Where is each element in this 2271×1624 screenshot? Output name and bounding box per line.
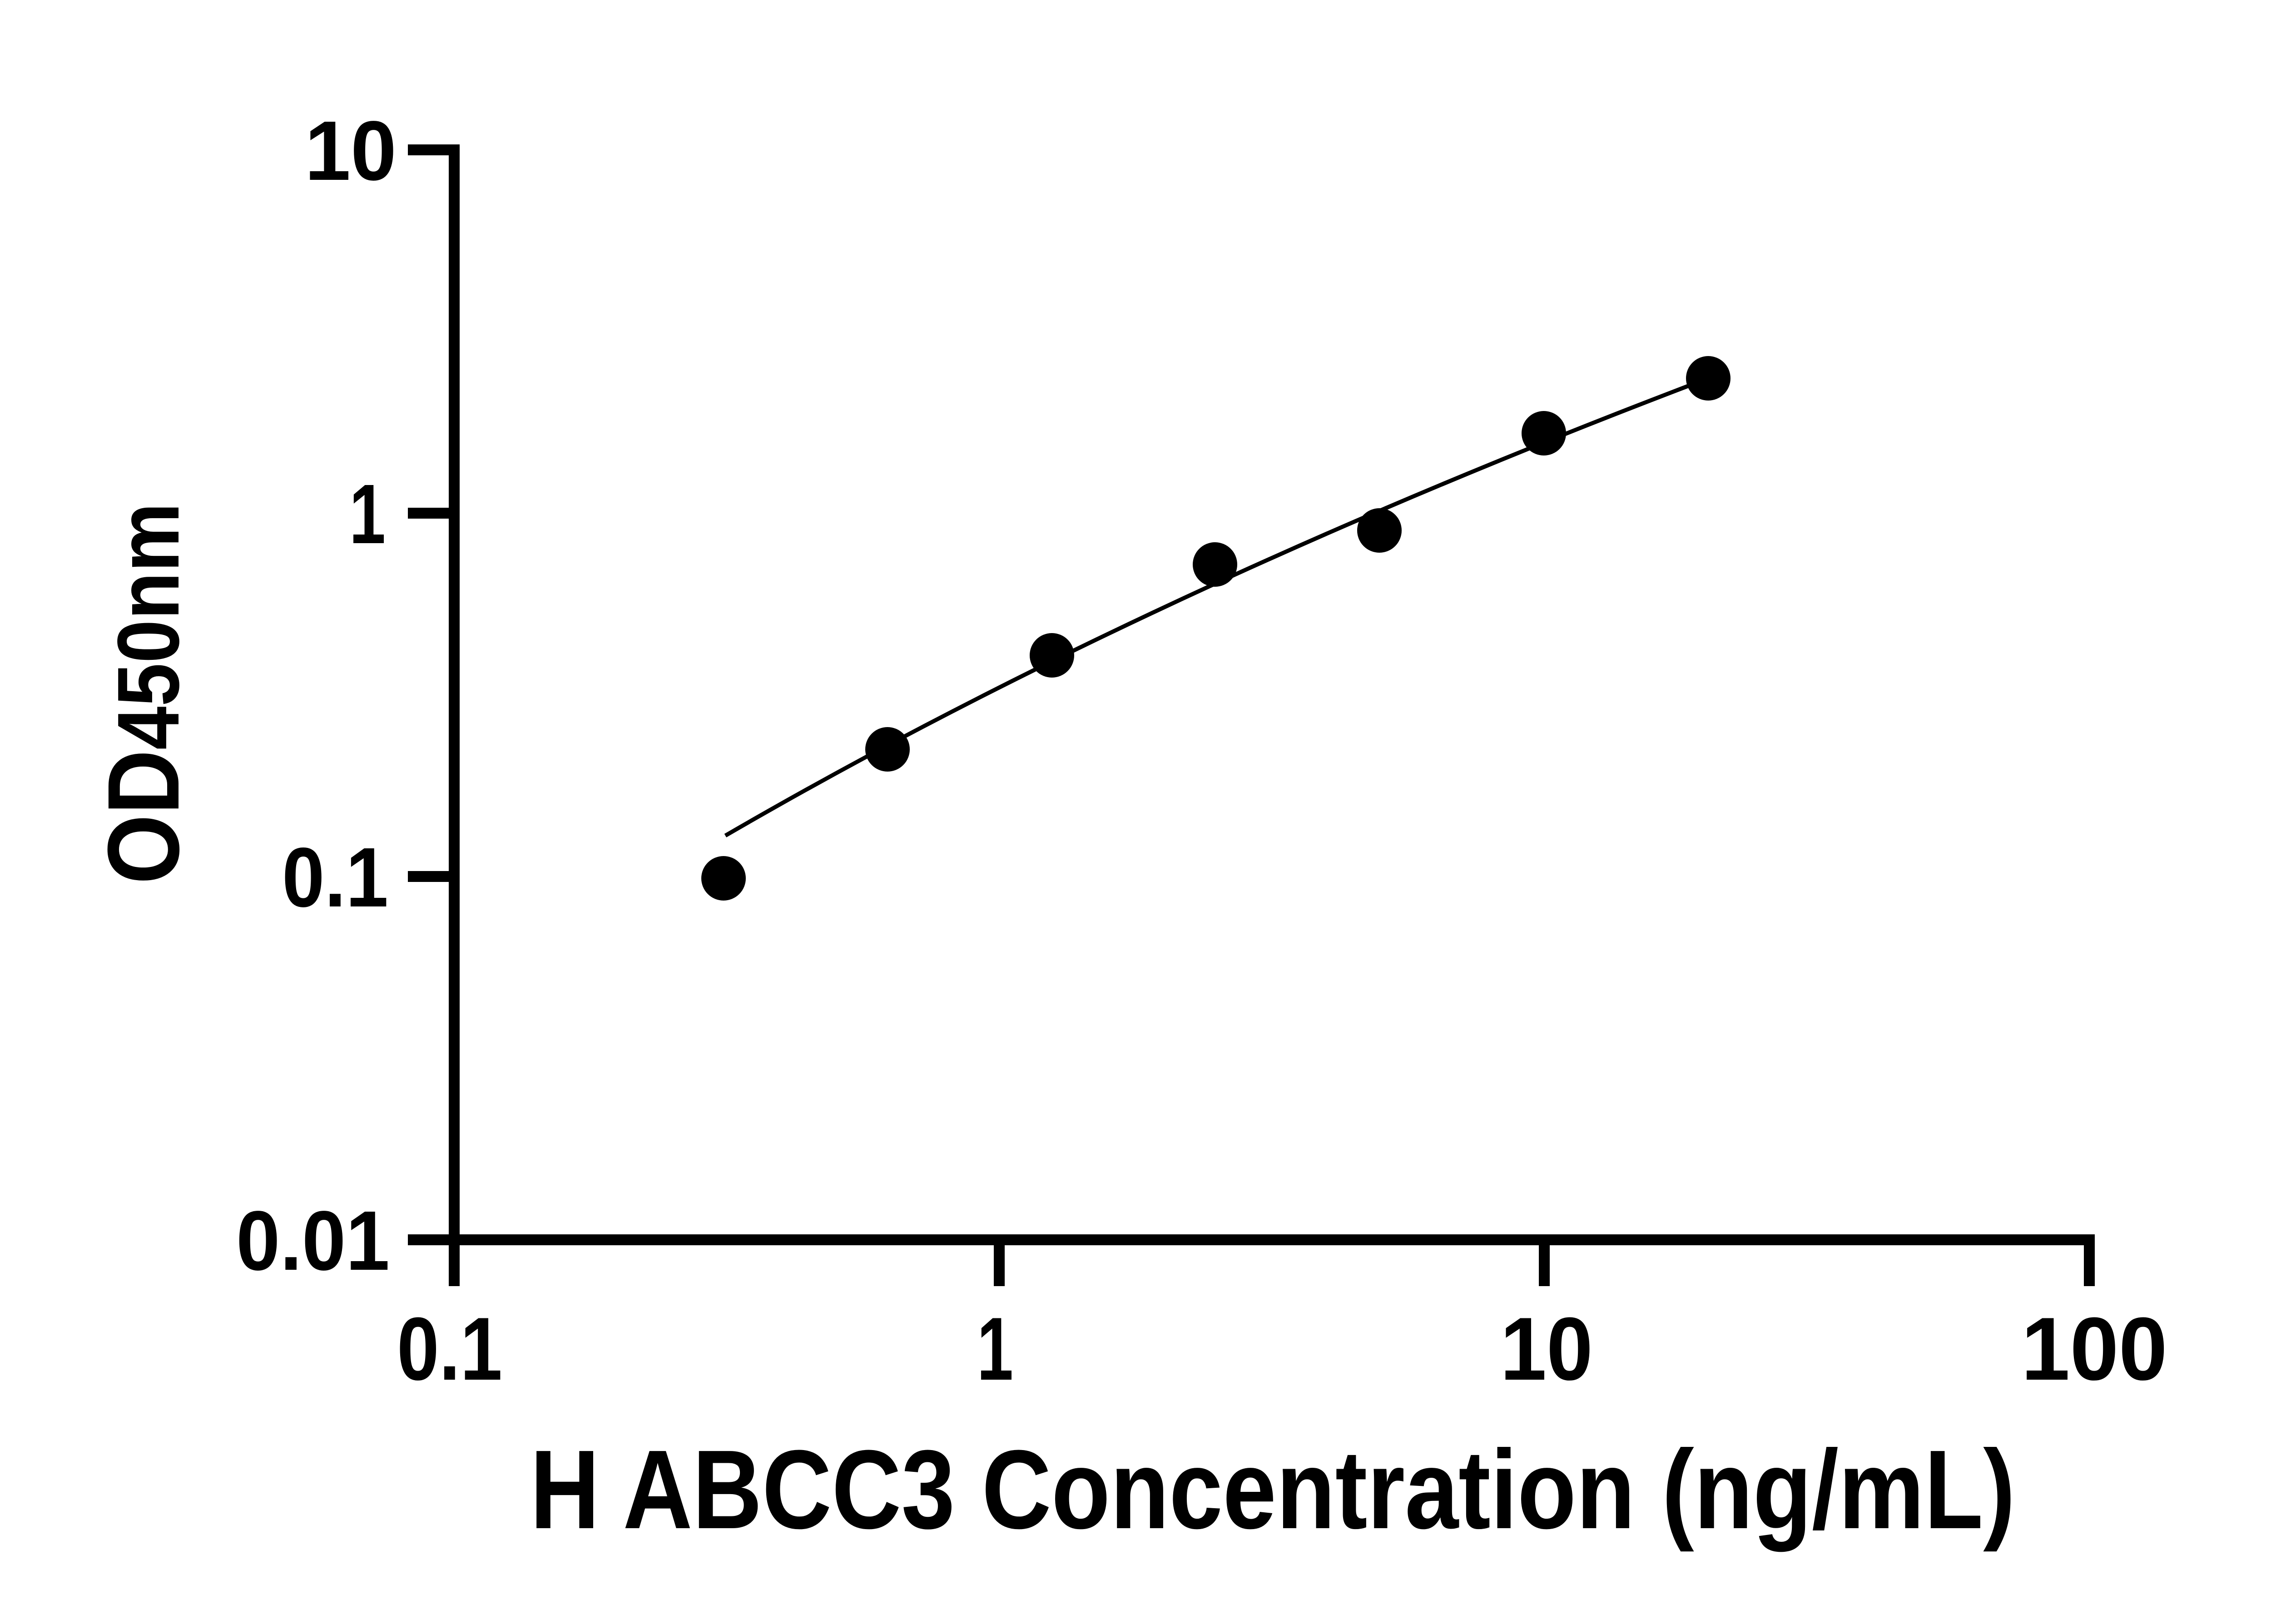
svg-text:10: 10 bbox=[305, 104, 397, 198]
svg-text:0.01: 0.01 bbox=[236, 1194, 390, 1288]
svg-text:H ABCC3 Concentration (ng/mL): H ABCC3 Concentration (ng/mL) bbox=[530, 1427, 2015, 1552]
svg-text:1: 1 bbox=[349, 467, 386, 561]
svg-text:10: 10 bbox=[1500, 1299, 1593, 1399]
svg-text:1: 1 bbox=[977, 1299, 1013, 1399]
svg-text:0.1: 0.1 bbox=[282, 831, 388, 925]
svg-text:0.1: 0.1 bbox=[397, 1299, 502, 1399]
svg-text:100: 100 bbox=[2021, 1299, 2167, 1399]
svg-text:450nm: 450nm bbox=[99, 503, 197, 750]
svg-text:OD: OD bbox=[87, 750, 200, 884]
